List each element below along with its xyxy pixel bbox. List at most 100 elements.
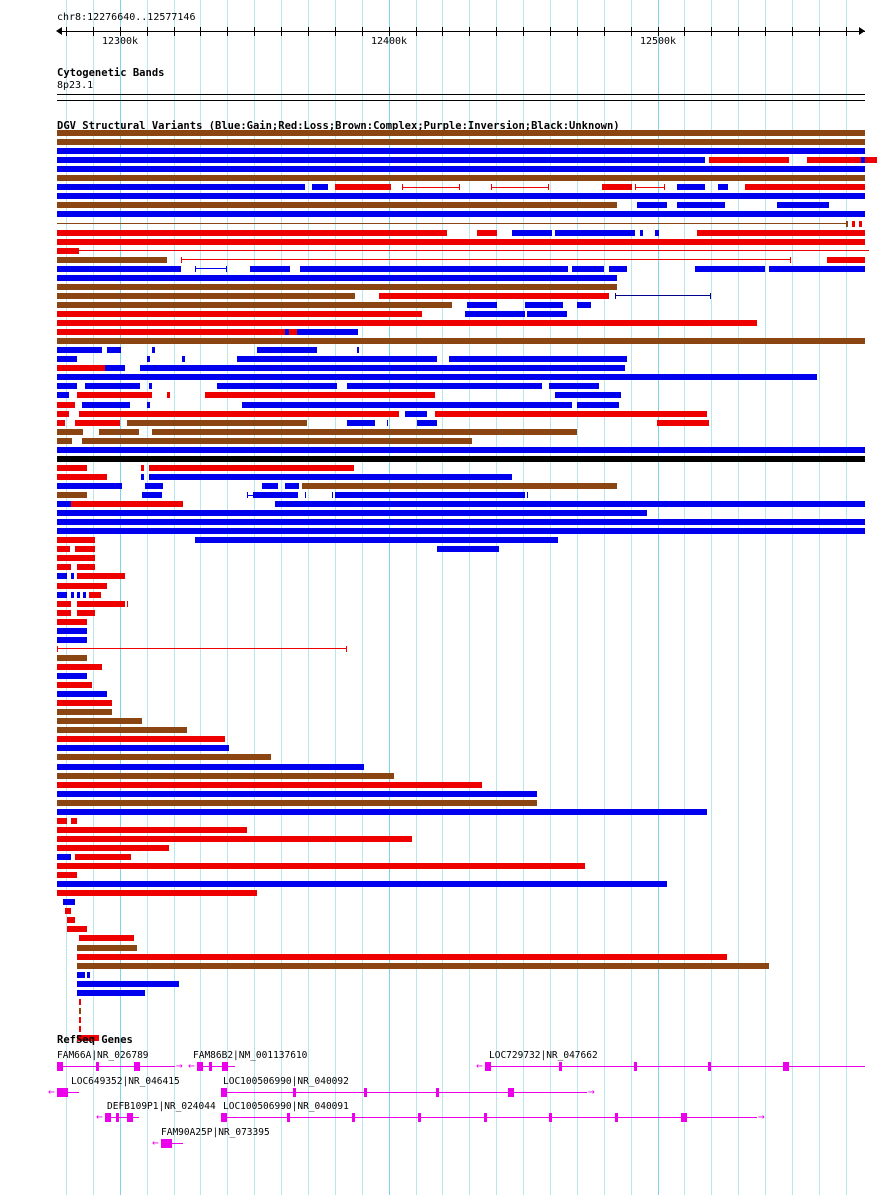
variant-bar[interactable]	[57, 157, 705, 164]
variant-bar[interactable]	[57, 772, 394, 779]
variant-bar[interactable]	[77, 392, 152, 399]
gene-exon[interactable]	[352, 1113, 356, 1122]
gene-exon[interactable]	[633, 1062, 637, 1071]
gene-exon[interactable]	[507, 1087, 514, 1097]
variant-bar[interactable]	[745, 184, 865, 191]
variant-bar[interactable]	[77, 953, 727, 960]
variant-bar[interactable]	[57, 492, 87, 498]
variant-bar[interactable]	[577, 301, 591, 308]
variant-bar[interactable]	[167, 392, 170, 399]
variant-bar[interactable]	[75, 854, 131, 860]
variant-bar[interactable]	[147, 401, 150, 408]
variant-bar[interactable]	[242, 401, 572, 408]
variant-bar[interactable]	[302, 482, 617, 489]
variant-bar[interactable]	[83, 591, 86, 598]
variant-bar[interactable]	[57, 446, 865, 453]
variant-bar[interactable]	[387, 419, 388, 426]
variant-bar[interactable]	[140, 365, 625, 372]
variant-bar[interactable]	[347, 419, 375, 426]
variant-bar[interactable]	[77, 573, 125, 580]
variant-bar[interactable]	[77, 1035, 99, 1041]
variant-bar[interactable]	[437, 546, 499, 553]
variant-bar[interactable]	[57, 618, 87, 625]
gene-exon[interactable]	[680, 1113, 687, 1122]
variant-bar[interactable]	[107, 347, 121, 354]
variant-bar[interactable]	[57, 383, 77, 390]
variant-bar[interactable]	[477, 229, 497, 236]
variant-bar[interactable]	[57, 709, 112, 716]
variant-bar[interactable]	[549, 383, 599, 390]
variant-bar[interactable]	[807, 157, 877, 164]
variant-bar[interactable]	[57, 519, 865, 526]
gene-exon[interactable]	[286, 1113, 290, 1122]
gene-exon[interactable]	[221, 1113, 227, 1122]
variant-bar[interactable]	[285, 329, 289, 336]
variant-bar[interactable]	[57, 727, 187, 734]
variant-bar[interactable]	[57, 682, 92, 689]
variant-bar[interactable]	[57, 320, 757, 327]
variant-bar[interactable]	[57, 455, 865, 462]
variant-bar[interactable]	[57, 627, 87, 634]
variant-bar[interactable]	[57, 817, 67, 824]
variant-bar[interactable]	[67, 917, 75, 924]
variant-bar[interactable]	[57, 881, 667, 888]
variant-bar[interactable]	[149, 383, 152, 390]
gene-exon[interactable]	[436, 1087, 440, 1097]
variant-bar[interactable]	[57, 419, 65, 426]
variant-bar[interactable]	[79, 1007, 81, 1014]
variant-bar[interactable]	[57, 256, 167, 263]
variant-bar[interactable]	[57, 166, 865, 173]
variant-bar[interactable]	[57, 247, 79, 254]
variant-bar[interactable]	[297, 329, 357, 336]
variant-bar[interactable]	[57, 175, 865, 182]
variant-bar[interactable]	[57, 591, 67, 598]
variant-bar[interactable]	[512, 229, 552, 236]
gene-exon[interactable]	[105, 1113, 111, 1122]
variant-bar[interactable]	[57, 374, 817, 381]
variant-bar[interactable]	[300, 265, 568, 272]
variant-bar[interactable]	[357, 329, 358, 336]
variant-bar[interactable]	[335, 492, 525, 498]
variant-bar[interactable]	[71, 591, 74, 598]
variant-bar[interactable]	[57, 663, 102, 670]
variant-bar[interactable]	[449, 356, 627, 363]
variant-bar[interactable]	[57, 356, 77, 363]
variant-bar[interactable]	[57, 673, 87, 679]
variant-bar[interactable]	[57, 274, 617, 281]
variant-bar[interactable]	[57, 238, 865, 245]
variant-bar[interactable]	[357, 347, 359, 354]
variant-bar[interactable]	[459, 184, 460, 191]
variant-bar[interactable]	[57, 844, 169, 851]
variant-bar[interactable]	[57, 410, 69, 417]
gene-exon[interactable]	[708, 1062, 712, 1071]
variant-bar[interactable]	[637, 202, 667, 209]
gene-exon[interactable]	[57, 1062, 63, 1071]
variant-bar[interactable]	[57, 464, 87, 471]
variant-bar[interactable]	[77, 989, 145, 996]
variant-bar[interactable]	[79, 1025, 81, 1032]
variant-bar[interactable]	[57, 745, 229, 752]
variant-bar[interactable]	[63, 899, 75, 906]
variant-bar[interactable]	[57, 501, 82, 508]
variant-bar[interactable]	[77, 944, 137, 951]
variant-bar[interactable]	[105, 365, 125, 372]
variant-bar[interactable]	[57, 790, 537, 797]
variant-bar[interactable]	[57, 573, 67, 580]
variant-bar[interactable]	[305, 492, 306, 498]
variant-bar[interactable]	[152, 347, 155, 354]
gene-exon[interactable]	[782, 1062, 789, 1071]
variant-bar[interactable]	[285, 482, 299, 489]
variant-bar[interactable]	[250, 265, 290, 272]
variant-bar[interactable]	[57, 781, 482, 788]
variant-bar[interactable]	[79, 998, 81, 1005]
variant-bar[interactable]	[577, 392, 609, 399]
variant-bar[interactable]	[57, 329, 302, 336]
variant-bar[interactable]	[77, 980, 179, 987]
variant-bar[interactable]	[57, 654, 87, 661]
variant-bar[interactable]	[77, 971, 85, 978]
variant-bar[interactable]	[149, 473, 512, 480]
variant-bar[interactable]	[405, 410, 427, 417]
gene-exon[interactable]	[559, 1062, 563, 1071]
gene-exon[interactable]	[292, 1087, 296, 1097]
variant-bar[interactable]	[555, 229, 635, 236]
